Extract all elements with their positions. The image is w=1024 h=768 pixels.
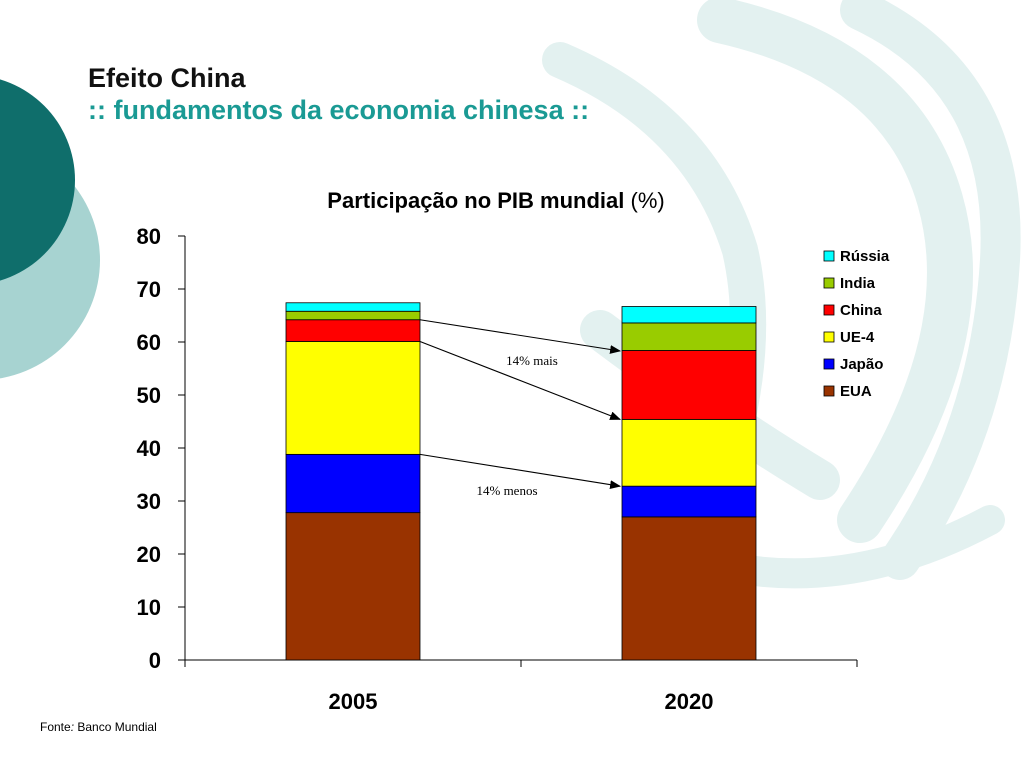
slide-title: Efeito China <box>88 63 246 93</box>
source-separator: : <box>70 720 78 734</box>
y-tick-label: 20 <box>137 542 161 567</box>
source-value: Banco Mundial <box>77 720 157 734</box>
bar-segment <box>285 302 421 312</box>
legend-label: Rússia <box>840 248 890 265</box>
bg-circle-dark <box>0 79 75 281</box>
bar-segment <box>285 341 421 455</box>
bar-segment <box>285 512 421 661</box>
chart-title-unit: (%) <box>624 188 664 213</box>
bar-segment <box>285 310 421 321</box>
y-tick-label: 10 <box>137 595 161 620</box>
bar-segment <box>285 319 421 342</box>
legend-swatch <box>823 385 835 397</box>
legend-swatch <box>823 277 835 289</box>
x-tick-label: 2005 <box>329 689 378 714</box>
bar-segment <box>621 418 757 487</box>
bar-segment <box>285 453 421 514</box>
y-tick-label: 0 <box>149 648 161 673</box>
annotation-label-increase: 14% mais <box>506 353 558 368</box>
legend-label: EUA <box>840 383 872 400</box>
y-tick-label: 60 <box>137 330 161 355</box>
annotation-arrow <box>419 453 622 489</box>
chart-title-main: Participação no PIB mundial <box>327 188 624 213</box>
legend-swatch <box>823 331 835 343</box>
y-tick-label: 40 <box>137 436 161 461</box>
source-label: Fonte <box>40 720 71 734</box>
chart-title: Participação no PIB mundial (%) <box>327 188 664 213</box>
annotation-arrow <box>419 319 622 354</box>
legend-label: UE-4 <box>840 329 875 346</box>
legend-swatch <box>823 358 835 370</box>
y-tick-label: 50 <box>137 383 161 408</box>
legend-swatch <box>823 250 835 262</box>
annotation-label-decrease: 14% menos <box>476 483 537 498</box>
annotation-arrow <box>419 340 622 420</box>
legend-label: India <box>840 275 876 292</box>
legend-swatch <box>823 304 835 316</box>
legend-label: Japão <box>840 356 883 373</box>
slide-subtitle: :: fundamentos da economia chinesa :: <box>88 95 590 125</box>
y-tick-label: 80 <box>137 224 161 249</box>
bar-segment <box>621 306 757 324</box>
x-tick-label: 2020 <box>665 689 714 714</box>
bar-segment <box>621 485 757 518</box>
slide-title-block: Efeito China :: fundamentos da economia … <box>88 62 589 126</box>
y-tick-label: 30 <box>137 489 161 514</box>
bar-segment <box>621 322 757 351</box>
bar-segment <box>621 350 757 420</box>
source-note: Fonte: Banco Mundial <box>40 720 157 734</box>
bar-segment <box>621 516 757 661</box>
legend-label: China <box>840 302 882 319</box>
y-tick-label: 70 <box>137 277 161 302</box>
